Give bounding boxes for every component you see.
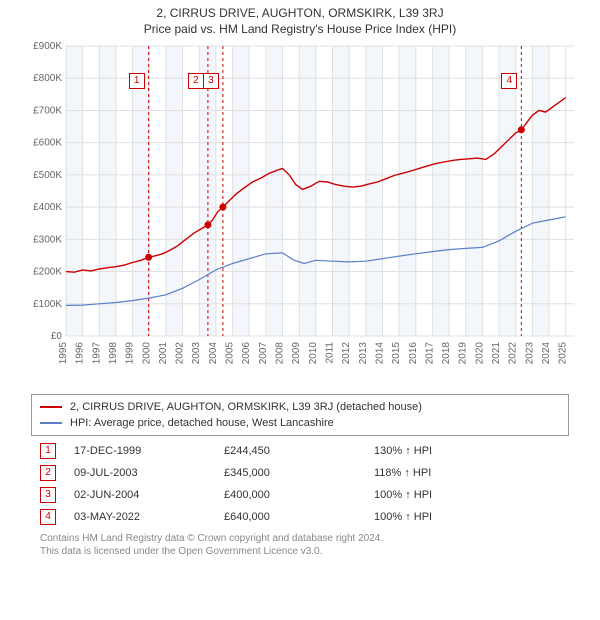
svg-text:2004: 2004: [208, 342, 219, 365]
transaction-row: 2 09-JUL-2003£345,000118% ↑ HPI: [40, 462, 560, 484]
transaction-date: 09-JUL-2003: [74, 467, 224, 479]
chart-area: £0 £100K £200K £300K £400K £500K £600K £700K £80…: [20, 38, 580, 388]
svg-text:2011: 2011: [324, 342, 335, 364]
svg-text:2019: 2019: [458, 342, 469, 365]
svg-text:£400K: £400K: [33, 202, 62, 213]
svg-text:2003: 2003: [191, 342, 202, 365]
transaction-hpi: 118% ↑ HPI: [374, 467, 534, 479]
page-root: 2, CIRRUS DRIVE, AUGHTON, ORMSKIRK, L39 …: [0, 0, 600, 558]
svg-text:2007: 2007: [258, 342, 269, 365]
chart-marker-3: 3: [203, 73, 219, 89]
svg-text:£900K: £900K: [33, 41, 62, 52]
transaction-hpi: 100% ↑ HPI: [374, 511, 534, 523]
svg-text:1998: 1998: [108, 342, 119, 365]
transaction-price: £244,450: [224, 445, 374, 457]
transaction-price: £345,000: [224, 467, 374, 479]
transaction-hpi: 130% ↑ HPI: [374, 445, 534, 457]
chart-marker-1: 1: [129, 73, 145, 89]
transaction-date: 17-DEC-1999: [74, 445, 224, 457]
legend: 2, CIRRUS DRIVE, AUGHTON, ORMSKIRK, L39 …: [31, 394, 569, 436]
transaction-date: 02-JUN-2004: [74, 489, 224, 501]
chart-marker-4: 4: [501, 73, 517, 89]
svg-text:£100K: £100K: [33, 299, 62, 310]
svg-text:2008: 2008: [275, 342, 286, 365]
chart-titles: 2, CIRRUS DRIVE, AUGHTON, ORMSKIRK, L39 …: [0, 0, 600, 38]
svg-text:2016: 2016: [408, 342, 419, 365]
transaction-index-box: 2: [40, 465, 56, 481]
transaction-row: 1 17-DEC-1999£244,450130% ↑ HPI: [40, 440, 560, 462]
svg-text:£300K: £300K: [33, 234, 62, 245]
svg-text:2012: 2012: [341, 342, 352, 365]
transaction-date: 03-MAY-2022: [74, 511, 224, 523]
svg-text:2000: 2000: [141, 342, 152, 365]
svg-text:£700K: £700K: [33, 105, 62, 116]
svg-text:2021: 2021: [491, 342, 502, 365]
chart-title-address: 2, CIRRUS DRIVE, AUGHTON, ORMSKIRK, L39 …: [4, 6, 596, 20]
legend-label-hpi: HPI: Average price, detached house, West…: [70, 417, 334, 429]
svg-text:£200K: £200K: [33, 267, 62, 278]
transaction-hpi: 100% ↑ HPI: [374, 489, 534, 501]
svg-text:2006: 2006: [241, 342, 252, 365]
transaction-row: 4 03-MAY-2022£640,000100% ↑ HPI: [40, 506, 560, 528]
svg-text:£800K: £800K: [33, 73, 62, 84]
svg-text:£0: £0: [51, 331, 63, 342]
transaction-index-box: 1: [40, 443, 56, 459]
chart-marker-2: 2: [188, 73, 204, 89]
svg-text:2001: 2001: [158, 342, 169, 365]
svg-text:2014: 2014: [374, 342, 385, 365]
svg-text:2018: 2018: [441, 342, 452, 365]
svg-text:£500K: £500K: [33, 170, 62, 181]
legend-swatch-hpi: [40, 422, 62, 424]
svg-text:2010: 2010: [308, 342, 319, 365]
footer-line2: This data is licensed under the Open Gov…: [40, 545, 560, 558]
legend-swatch-property: [40, 406, 62, 408]
transaction-price: £400,000: [224, 489, 374, 501]
svg-text:2009: 2009: [291, 342, 302, 365]
price-chart: £0 £100K £200K £300K £400K £500K £600K £700K £80…: [20, 38, 580, 388]
chart-title-sub: Price paid vs. HM Land Registry's House …: [4, 22, 596, 36]
svg-text:2017: 2017: [424, 342, 435, 365]
svg-text:1997: 1997: [91, 342, 102, 365]
svg-text:2015: 2015: [391, 342, 402, 365]
svg-text:2025: 2025: [558, 342, 569, 365]
transaction-row: 3 02-JUN-2004£400,000100% ↑ HPI: [40, 484, 560, 506]
svg-text:1999: 1999: [125, 342, 136, 365]
transaction-table: 1 17-DEC-1999£244,450130% ↑ HPI 2 09-JUL-20…: [40, 440, 560, 528]
transaction-index-box: 3: [40, 487, 56, 503]
footer-line1: Contains HM Land Registry data © Crown c…: [40, 532, 560, 545]
svg-text:2022: 2022: [508, 342, 519, 365]
footer-attribution: Contains HM Land Registry data © Crown c…: [40, 532, 560, 558]
transaction-index-box: 4: [40, 509, 56, 525]
svg-text:2020: 2020: [474, 342, 485, 365]
svg-text:2023: 2023: [524, 342, 535, 365]
transaction-price: £640,000: [224, 511, 374, 523]
svg-text:£600K: £600K: [33, 138, 62, 149]
svg-text:1996: 1996: [75, 342, 86, 365]
svg-text:2002: 2002: [175, 342, 186, 365]
svg-text:2013: 2013: [358, 342, 369, 365]
legend-item-hpi: HPI: Average price, detached house, West…: [40, 415, 560, 431]
legend-label-property: 2, CIRRUS DRIVE, AUGHTON, ORMSKIRK, L39 …: [70, 401, 422, 413]
svg-text:1995: 1995: [58, 342, 69, 365]
svg-text:2005: 2005: [225, 342, 236, 365]
legend-item-property: 2, CIRRUS DRIVE, AUGHTON, ORMSKIRK, L39 …: [40, 399, 560, 415]
svg-text:2024: 2024: [541, 342, 552, 365]
